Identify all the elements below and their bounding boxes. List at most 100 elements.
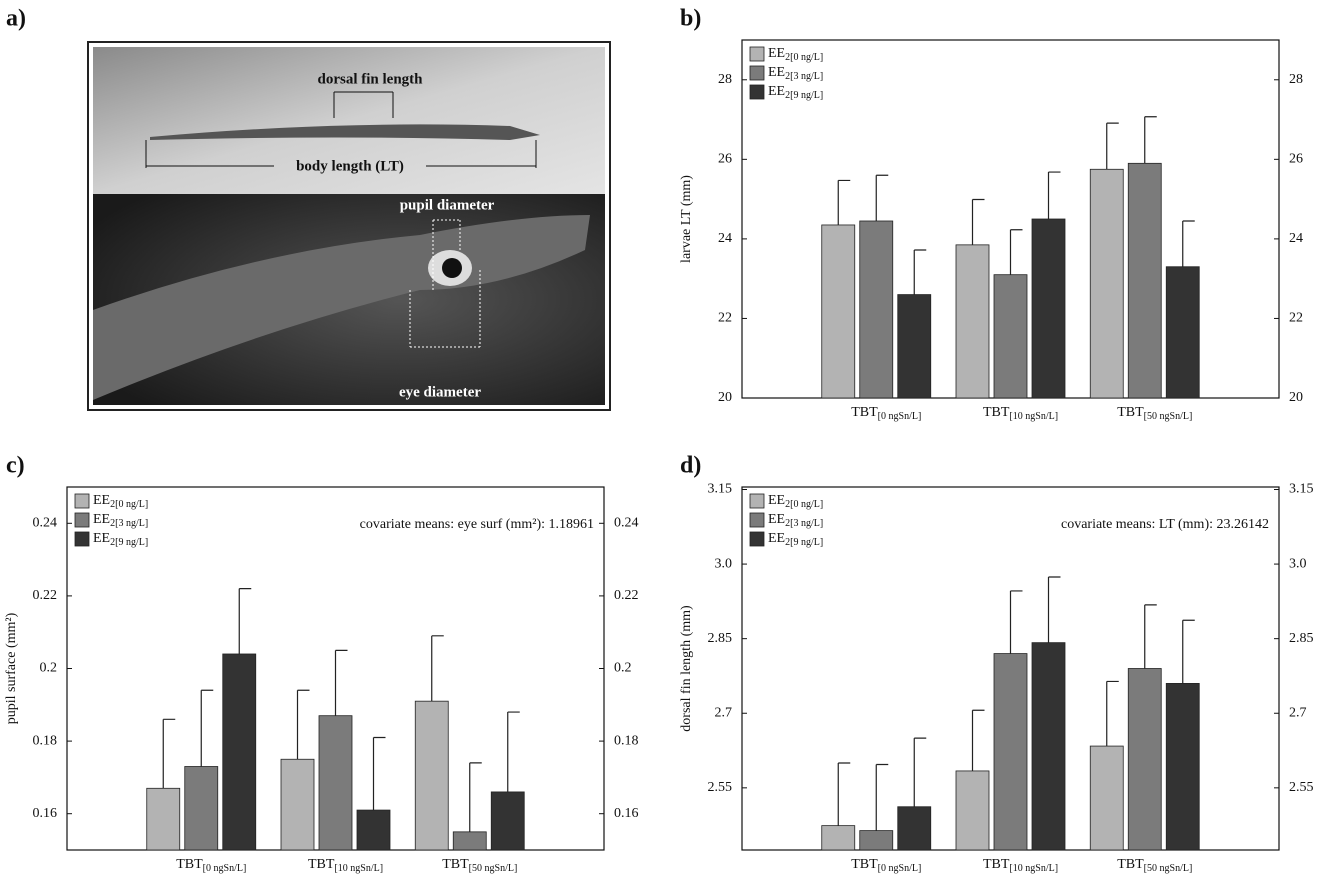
legend-label: EE2[3 ng/L] bbox=[768, 512, 823, 529]
error-bar bbox=[372, 736, 386, 811]
legend-label: EE2[3 ng/L] bbox=[768, 65, 823, 82]
fish-body bbox=[150, 124, 540, 140]
x-tick-label: TBT[10 ngSn/L] bbox=[983, 405, 1058, 422]
y2-tick-label: 2.7 bbox=[1289, 705, 1307, 720]
x-tick-label: TBT[0 ngSn/L] bbox=[851, 405, 921, 422]
bar bbox=[1089, 745, 1124, 851]
error-bar bbox=[431, 635, 444, 702]
y2-tick-label: 0.24 bbox=[614, 516, 639, 531]
legend-label: EE2[3 ng/L] bbox=[93, 512, 148, 529]
error-bar bbox=[1009, 229, 1023, 275]
error-bar bbox=[200, 689, 214, 767]
bar bbox=[1031, 642, 1066, 851]
legend-swatch bbox=[749, 84, 765, 100]
legend-label: EE2[0 ng/L] bbox=[768, 493, 823, 510]
y2-tick-label: 0.18 bbox=[614, 733, 639, 748]
legend-swatch bbox=[749, 493, 765, 509]
bar bbox=[184, 766, 219, 851]
y2-tick-label: 0.2 bbox=[614, 661, 632, 676]
y2-tick-label: 24 bbox=[1289, 231, 1303, 246]
y-tick-label: 0.2 bbox=[40, 661, 58, 676]
annotation: covariate means: LT (mm): 23.26142 bbox=[1061, 517, 1269, 532]
panel-label: d) bbox=[680, 453, 701, 479]
bar bbox=[859, 830, 894, 851]
error-bar bbox=[1106, 680, 1119, 747]
panel-label: c) bbox=[6, 453, 25, 479]
error-bar bbox=[913, 249, 927, 295]
legend-label: EE2[0 ng/L] bbox=[768, 46, 823, 63]
annotation: pupil diameter bbox=[400, 197, 495, 213]
x-tick-label: TBT[50 ngSn/L] bbox=[442, 857, 517, 874]
error-bar bbox=[1144, 116, 1157, 164]
error-bar bbox=[1144, 604, 1157, 669]
y-tick-label: 2.7 bbox=[715, 705, 733, 720]
y-tick-label: 28 bbox=[718, 72, 732, 87]
bar bbox=[821, 224, 856, 399]
annotation: dorsal fin length bbox=[317, 71, 423, 87]
bar bbox=[1165, 683, 1200, 851]
error-bar bbox=[913, 737, 927, 807]
bar bbox=[1031, 218, 1066, 399]
legend-swatch bbox=[74, 512, 90, 528]
x-tick-label: TBT[0 ngSn/L] bbox=[851, 857, 921, 874]
y2-tick-label: 26 bbox=[1289, 152, 1303, 167]
error-bar bbox=[837, 762, 851, 826]
error-bar bbox=[1047, 171, 1061, 219]
error-bar bbox=[507, 711, 520, 792]
legend-swatch bbox=[74, 493, 90, 509]
y2-tick-label: 0.22 bbox=[614, 588, 639, 603]
bar bbox=[452, 831, 487, 851]
y-tick-label: 24 bbox=[718, 231, 732, 246]
y-tick-label: 0.22 bbox=[33, 588, 58, 603]
x-tick-label: TBT[10 ngSn/L] bbox=[983, 857, 1058, 874]
x-tick-label: TBT[50 ngSn/L] bbox=[1117, 857, 1192, 874]
y-tick-label: 22 bbox=[718, 311, 732, 326]
bar bbox=[280, 758, 315, 851]
bar bbox=[1165, 266, 1200, 399]
bar bbox=[414, 700, 449, 851]
y-tick-label: 0.24 bbox=[33, 516, 58, 531]
panel-label: a) bbox=[6, 6, 26, 32]
error-bar bbox=[1009, 590, 1023, 654]
legend-swatch bbox=[74, 531, 90, 547]
panel-label: b) bbox=[680, 6, 701, 32]
legend-swatch bbox=[749, 65, 765, 81]
y2-tick-label: 22 bbox=[1289, 311, 1303, 326]
bar bbox=[356, 809, 391, 851]
y2-tick-label: 3.15 bbox=[1289, 482, 1314, 497]
error-bar bbox=[296, 689, 310, 760]
legend-label: EE2[0 ng/L] bbox=[93, 493, 148, 510]
error-bar bbox=[1047, 576, 1061, 643]
y2-tick-label: 28 bbox=[1289, 72, 1303, 87]
y-axis-label: larvae LT (mm) bbox=[679, 175, 694, 263]
annotation: body length (LT) bbox=[296, 158, 404, 174]
y-axis-label: pupil surface (mm²) bbox=[4, 612, 19, 724]
legend-label: EE2[9 ng/L] bbox=[93, 531, 148, 548]
bar bbox=[955, 770, 990, 851]
measure-lines-eye bbox=[409, 219, 481, 348]
error-bar bbox=[1182, 220, 1195, 267]
bar bbox=[1127, 162, 1162, 399]
error-bar bbox=[971, 709, 985, 771]
panel-a: a) dorsal fin length body length (LT) pu… bbox=[6, 6, 611, 411]
error-bar bbox=[334, 649, 348, 716]
y-tick-label: 0.18 bbox=[33, 733, 58, 748]
legend-swatch bbox=[749, 531, 765, 547]
legend-label: EE2[9 ng/L] bbox=[768, 531, 823, 548]
y2-tick-label: 0.16 bbox=[614, 806, 639, 821]
y2-tick-label: 20 bbox=[1289, 390, 1303, 405]
y-tick-label: 0.16 bbox=[33, 806, 58, 821]
y2-tick-label: 2.85 bbox=[1289, 631, 1314, 646]
y-axis-label: dorsal fin length (mm) bbox=[679, 605, 694, 732]
measure-lines bbox=[145, 91, 537, 168]
bar bbox=[993, 274, 1028, 399]
bar bbox=[318, 715, 353, 851]
bar bbox=[993, 653, 1028, 851]
bar bbox=[222, 653, 257, 851]
error-bar bbox=[1106, 122, 1119, 170]
bar bbox=[1089, 168, 1124, 399]
error-bar bbox=[875, 763, 889, 831]
error-bar bbox=[875, 174, 889, 221]
bar bbox=[955, 244, 990, 399]
